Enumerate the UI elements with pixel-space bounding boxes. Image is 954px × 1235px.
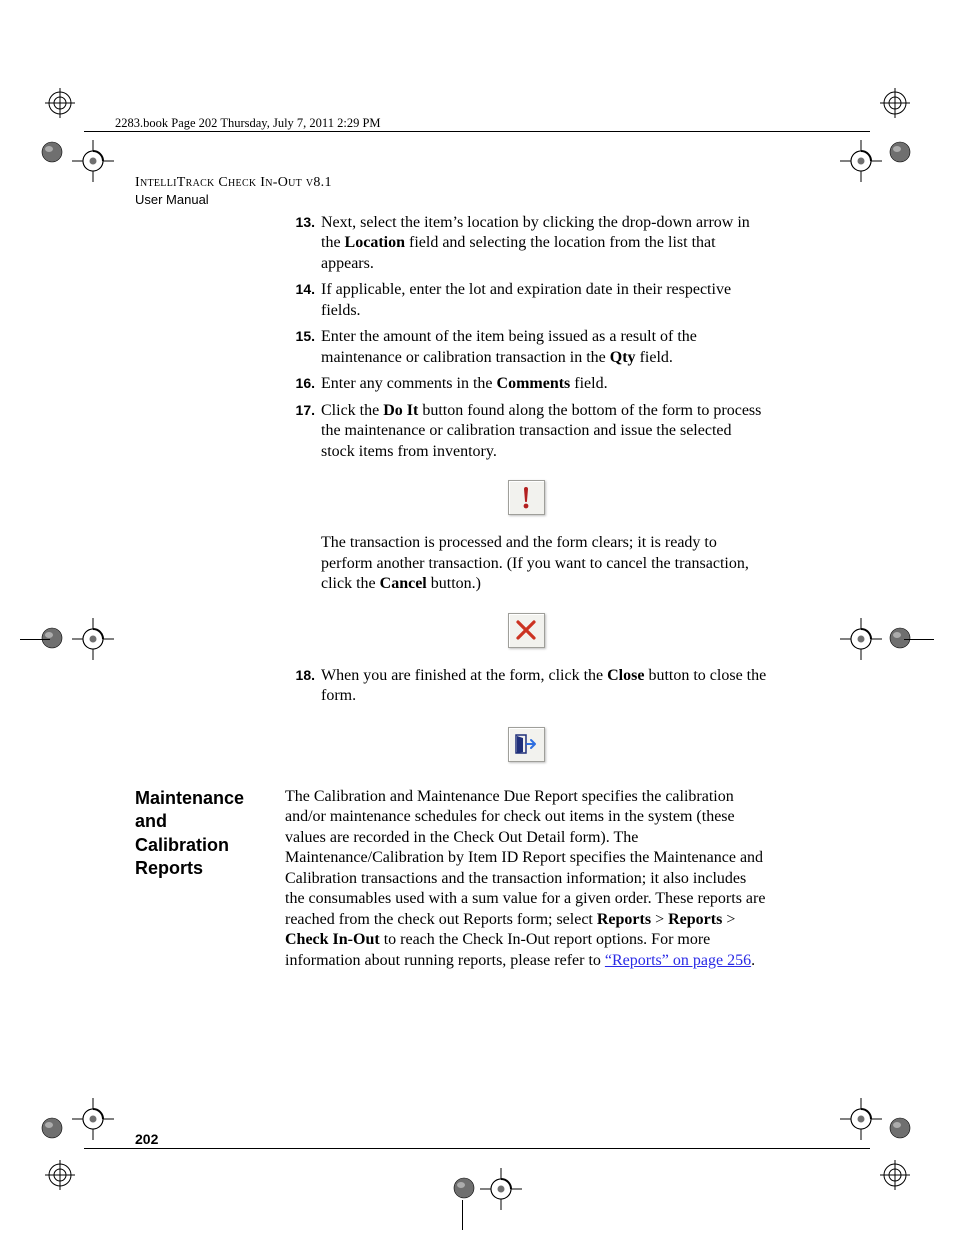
list-item: 14. If applicable, enter the lot and exp…	[285, 280, 767, 321]
list-num: 13.	[285, 213, 321, 274]
text-run: >	[722, 911, 735, 928]
exclamation-icon	[521, 486, 531, 510]
section-title-line: Reports	[135, 857, 265, 880]
reg-ball-icon	[452, 1176, 476, 1200]
text-run: Reports	[597, 911, 651, 928]
section-title: Maintenance and Calibration Reports	[135, 787, 265, 881]
reg-ball-icon	[40, 140, 64, 164]
text-run: Do It	[383, 402, 418, 419]
list-body: Enter any comments in the Comments field…	[321, 374, 767, 394]
list-num: 14.	[285, 280, 321, 321]
crop-rule-bottom	[84, 1148, 870, 1149]
section-title-line: Maintenance	[135, 787, 265, 810]
pdf-header-line: 2283.book Page 202 Thursday, July 7, 201…	[115, 116, 381, 131]
reg-target-icon	[45, 88, 75, 118]
reg-cross-icon	[72, 618, 114, 660]
reg-cross-icon	[480, 1168, 522, 1210]
list-body: If applicable, enter the lot and expirat…	[321, 280, 767, 321]
reg-cross-icon	[840, 140, 882, 182]
close-button-row	[285, 727, 767, 762]
running-head-line1: IntelliTrack Check In-Out v8.1	[135, 174, 332, 192]
text-run: The Calibration and Maintenance Due Repo…	[285, 788, 765, 928]
list-body: Enter the amount of the item being issue…	[321, 327, 767, 368]
text-run: field.	[570, 375, 607, 392]
list-body: Next, select the item’s location by clic…	[321, 213, 767, 274]
running-head: IntelliTrack Check In-Out v8.1 User Manu…	[135, 174, 332, 208]
text-run: Click the	[321, 402, 383, 419]
text-run: field.	[636, 349, 673, 366]
reg-ball-icon	[40, 1116, 64, 1140]
section-body: The Calibration and Maintenance Due Repo…	[285, 787, 767, 971]
section-title-line: Calibration	[135, 834, 265, 857]
reg-cross-icon	[72, 140, 114, 182]
text-run: Close	[607, 667, 644, 684]
reg-ball-icon	[888, 1116, 912, 1140]
running-head-line2: User Manual	[135, 192, 332, 208]
door-exit-icon	[514, 733, 538, 755]
cancel-button-row	[285, 613, 767, 648]
text-run: Location	[345, 234, 405, 251]
text-run: Enter any comments in the	[321, 375, 497, 392]
page-number: 202	[135, 1131, 158, 1147]
main-content: 13. Next, select the item’s location by …	[285, 213, 767, 780]
reg-cross-icon	[72, 1098, 114, 1140]
reg-target-icon	[880, 88, 910, 118]
list-num: 16.	[285, 374, 321, 394]
text-run: Cancel	[380, 575, 427, 592]
reg-target-icon	[880, 1160, 910, 1190]
crop-rule-top	[84, 131, 870, 132]
list-body: Click the Do It button found along the b…	[321, 401, 767, 462]
close-button[interactable]	[508, 727, 545, 762]
list-item: 16. Enter any comments in the Comments f…	[285, 374, 767, 394]
text-run: When you are finished at the form, click…	[321, 667, 607, 684]
list-num: 18.	[285, 666, 321, 707]
doit-button-row	[285, 480, 767, 515]
text-run: >	[651, 911, 668, 928]
section-title-line: and	[135, 810, 265, 833]
mid-paragraph: The transaction is processed and the for…	[321, 533, 767, 594]
reg-cross-icon	[840, 1098, 882, 1140]
text-run: Qty	[610, 349, 636, 366]
text-run: Comments	[497, 375, 571, 392]
crop-rule	[20, 639, 50, 640]
list-num: 17.	[285, 401, 321, 462]
text-run: button.)	[427, 575, 481, 592]
list-item: 17. Click the Do It button found along t…	[285, 401, 767, 462]
text-run: Reports	[668, 911, 722, 928]
reg-ball-icon	[40, 626, 64, 650]
cancel-button[interactable]	[508, 613, 545, 648]
list-item: 13. Next, select the item’s location by …	[285, 213, 767, 274]
x-icon	[515, 619, 537, 641]
reg-ball-icon	[888, 140, 912, 164]
text-run: If applicable, enter the lot and expirat…	[321, 281, 731, 318]
reg-ball-icon	[888, 626, 912, 650]
text-run: .	[751, 952, 755, 969]
crop-rule	[904, 639, 934, 640]
text-run: Check In-Out	[285, 931, 380, 948]
crop-rule	[462, 1200, 463, 1230]
list-item: 18. When you are finished at the form, c…	[285, 666, 767, 707]
list-item: 15. Enter the amount of the item being i…	[285, 327, 767, 368]
reg-target-icon	[45, 1160, 75, 1190]
reg-cross-icon	[840, 618, 882, 660]
list-num: 15.	[285, 327, 321, 368]
do-it-button[interactable]	[508, 480, 545, 515]
cross-reference-link[interactable]: “Reports” on page 256	[605, 952, 751, 969]
list-body: When you are finished at the form, click…	[321, 666, 767, 707]
